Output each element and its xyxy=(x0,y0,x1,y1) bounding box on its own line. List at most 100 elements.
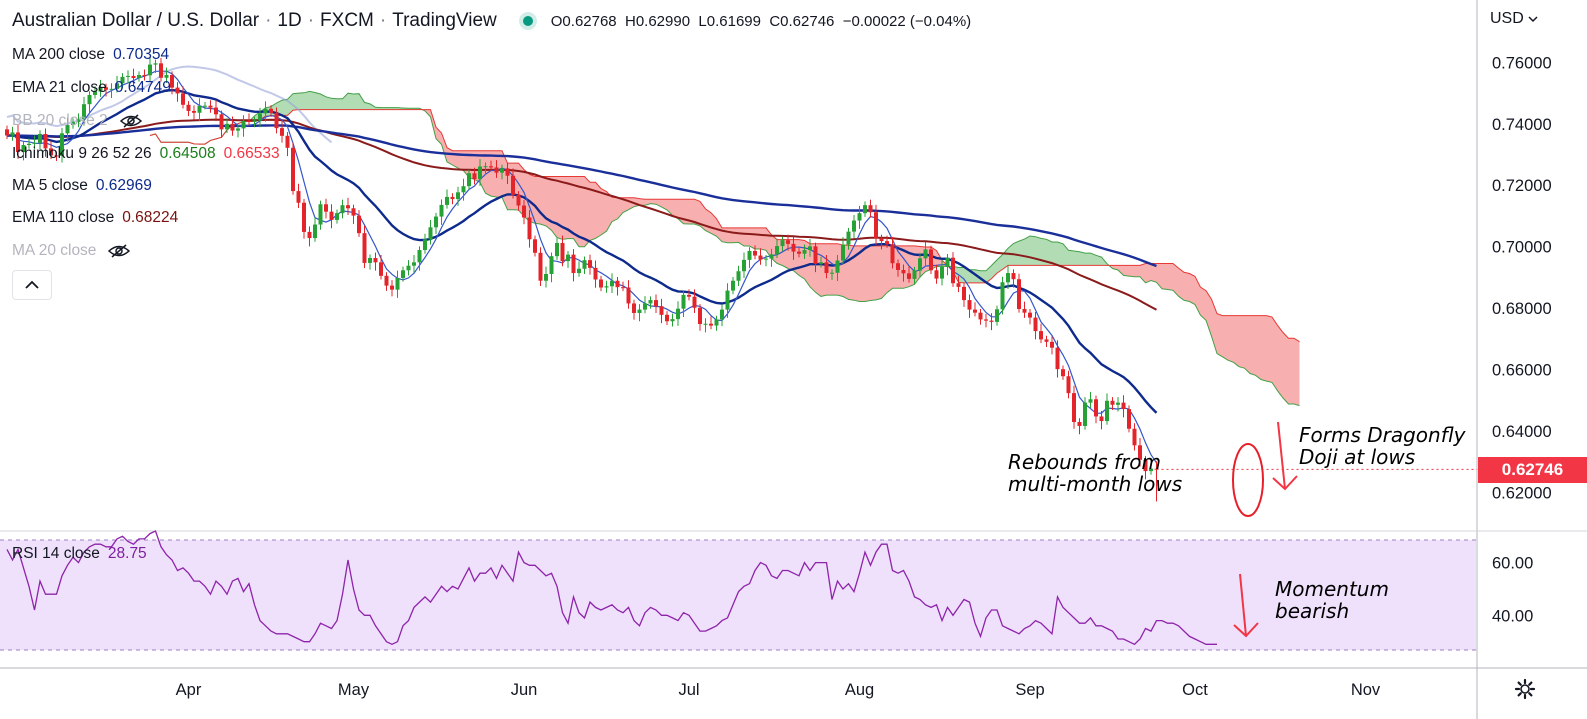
cloud-segment xyxy=(1118,265,1124,276)
candle xyxy=(236,124,240,138)
candle xyxy=(1121,395,1126,418)
candle-body xyxy=(989,320,994,322)
cloud-segment xyxy=(326,96,332,110)
annotation-line: Rebounds from xyxy=(1008,450,1161,474)
candle xyxy=(522,199,526,225)
candle-body xyxy=(1022,308,1027,313)
candle-body xyxy=(258,113,262,121)
legend-ema110[interactable]: EMA 110 close 0.68224 xyxy=(12,209,178,227)
candle xyxy=(428,219,433,245)
ohlc-readout: O0.62768 H0.62990 L0.61699 C0.62746 −0.0… xyxy=(551,13,971,30)
candle xyxy=(1072,385,1076,429)
rsi-tick-label: 60.00 xyxy=(1492,555,1533,573)
candle xyxy=(907,265,911,283)
candle xyxy=(82,96,86,126)
candle xyxy=(681,291,686,317)
candle-body xyxy=(1127,409,1131,429)
candle xyxy=(1088,391,1093,408)
candle-body xyxy=(313,224,317,239)
candle xyxy=(973,302,977,317)
candle-body xyxy=(43,133,48,149)
candle-body xyxy=(379,262,383,276)
collapse-legend-button[interactable] xyxy=(12,270,52,300)
candle-body xyxy=(428,227,433,240)
cloud-segment xyxy=(1074,251,1080,266)
candle xyxy=(307,226,312,247)
candle xyxy=(115,75,119,93)
eye-crossed-icon[interactable] xyxy=(108,244,131,258)
candle xyxy=(461,178,466,201)
candle xyxy=(362,225,367,269)
symbol-title[interactable]: Australian Dollar / U.S. Dollar xyxy=(12,10,260,31)
candle xyxy=(54,151,59,161)
cloud-segment xyxy=(606,191,612,232)
candle xyxy=(93,86,97,99)
candle-body xyxy=(956,283,961,287)
candle-body xyxy=(747,250,752,260)
cloud-segment xyxy=(1079,251,1085,266)
cloud-segment xyxy=(1217,313,1223,357)
candle-body xyxy=(632,303,636,313)
candle-body xyxy=(973,309,977,313)
momentum-annotation: Momentum bearish xyxy=(1275,578,1389,622)
candle xyxy=(10,126,15,141)
cloud-segment xyxy=(1200,287,1206,321)
legend-bb20[interactable]: BB 20 close 2 xyxy=(12,112,142,130)
legend-rsi[interactable]: RSI 14 close 28.75 xyxy=(12,545,147,563)
cloud-segment xyxy=(639,198,645,206)
candle xyxy=(489,160,493,172)
candle-body xyxy=(643,303,647,310)
candle xyxy=(38,130,42,150)
candle-body xyxy=(219,114,224,130)
legend-ema21[interactable]: EMA 21 close 0.64749 xyxy=(12,79,171,97)
legend-ma5[interactable]: MA 5 close 0.62969 xyxy=(12,177,152,195)
candle-body xyxy=(390,285,394,290)
candle-body xyxy=(775,246,779,255)
candle-body xyxy=(483,166,488,168)
legend-ichimoku[interactable]: Ichimoku 9 26 52 26 0.64508 0.66533 xyxy=(12,145,280,163)
axes: 0.76000 0.74000 0.72000 0.70000 0.68000 0.660… xyxy=(176,54,1552,699)
candle xyxy=(351,204,356,224)
settings-gear-icon[interactable] xyxy=(1514,678,1536,706)
cloud-segment xyxy=(282,99,288,116)
candle-body xyxy=(1110,400,1115,405)
eye-crossed-icon[interactable] xyxy=(119,114,142,128)
cloud-segment xyxy=(304,91,310,110)
cloud-segment xyxy=(1255,315,1261,380)
candle xyxy=(1132,423,1137,451)
candle-body xyxy=(1039,331,1043,340)
candle-body xyxy=(126,75,130,77)
candle xyxy=(192,105,196,120)
candle xyxy=(120,73,125,89)
candle xyxy=(654,294,658,313)
time-tick-label: Nov xyxy=(1351,681,1381,699)
candle-body xyxy=(659,306,664,315)
cloud-segment xyxy=(650,199,656,205)
senkou-span-b-line xyxy=(149,109,1300,343)
candle-body xyxy=(571,254,576,274)
legend-ma200[interactable]: MA 200 close 0.70354 xyxy=(12,46,169,64)
candle-body xyxy=(819,262,823,264)
candle xyxy=(175,82,180,102)
candle-body xyxy=(82,104,86,119)
candle xyxy=(670,313,675,327)
candle xyxy=(203,102,207,110)
candle xyxy=(1066,370,1071,399)
cloud-segment xyxy=(1096,255,1102,266)
cloud-segment xyxy=(595,182,601,239)
candle xyxy=(43,128,48,157)
candle-body xyxy=(10,132,15,136)
candle xyxy=(1116,397,1120,412)
legend-ma20[interactable]: MA 20 close xyxy=(12,242,131,260)
timeframe-label[interactable]: 1D xyxy=(277,10,302,31)
candle xyxy=(1039,323,1043,344)
candle xyxy=(940,259,944,286)
candle-body xyxy=(263,108,268,114)
cloud-segment xyxy=(1173,263,1179,297)
currency-selector[interactable]: USD xyxy=(1490,10,1538,28)
candle xyxy=(148,57,152,83)
data-source-label: FXCM xyxy=(320,10,374,31)
annotation-line: Momentum xyxy=(1275,577,1389,601)
candle-body xyxy=(824,262,829,274)
